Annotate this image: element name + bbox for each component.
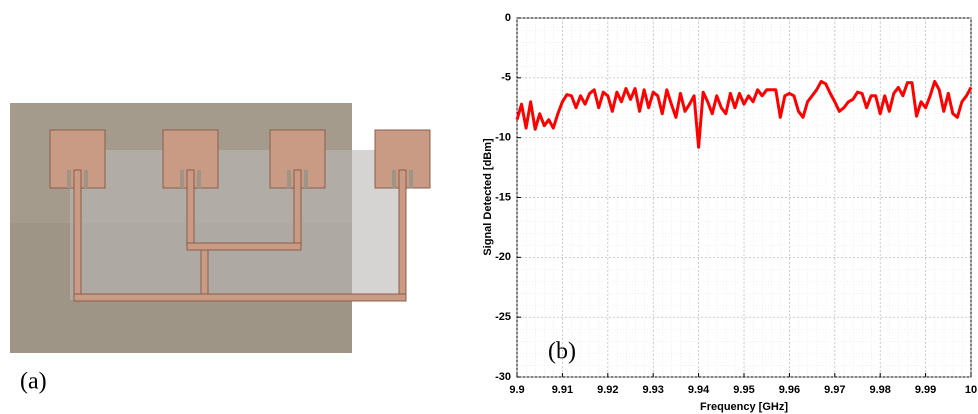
x-tick-label: 9.9 (509, 384, 524, 396)
y-axis-label: Signal Detected [dBm] (482, 138, 494, 256)
y-tick-label: 0 (505, 12, 511, 24)
y-tick-label: -5 (501, 72, 511, 84)
x-tick-label: 9.99 (915, 384, 936, 396)
x-tick-label: 9.94 (688, 384, 710, 396)
y-tick-label: -15 (495, 191, 511, 203)
x-tick-label: 9.95 (733, 384, 754, 396)
panel-label: (a) (20, 369, 47, 395)
x-tick-label: 9.92 (597, 384, 618, 396)
y-tick-label: -20 (495, 251, 511, 263)
x-tick-label: 10 (965, 384, 977, 396)
x-tick-label: 9.91 (552, 384, 573, 396)
x-axis-label: Frequency [GHz] (700, 401, 788, 413)
panel-label: (b) (548, 339, 576, 365)
antenna-photo (10, 103, 431, 353)
x-tick-label: 9.93 (642, 384, 663, 396)
data-line (515, 79, 973, 149)
x-tick-label: 9.96 (779, 384, 800, 396)
y-tick-label: -30 (495, 371, 511, 383)
y-tick-label: -10 (495, 132, 511, 144)
y-tick-label: -25 (495, 311, 511, 323)
minor-grid (517, 18, 971, 377)
x-tick-label: 9.97 (824, 384, 845, 396)
x-tick-label: 9.98 (869, 384, 890, 396)
